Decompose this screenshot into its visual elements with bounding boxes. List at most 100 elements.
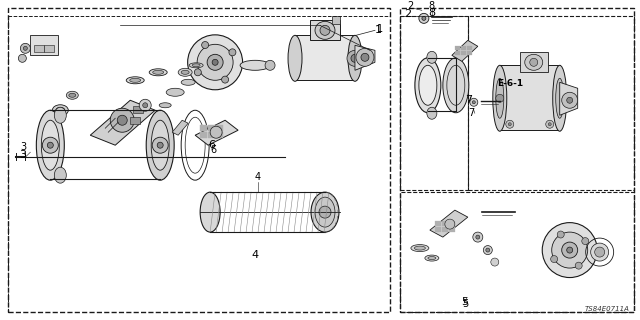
- Circle shape: [20, 43, 30, 53]
- Ellipse shape: [525, 54, 543, 70]
- Ellipse shape: [192, 64, 200, 67]
- Bar: [8, 8, 390, 312]
- Circle shape: [566, 97, 573, 103]
- Circle shape: [496, 94, 504, 102]
- Text: 6: 6: [210, 145, 216, 155]
- Ellipse shape: [428, 257, 436, 260]
- Ellipse shape: [288, 35, 302, 81]
- Ellipse shape: [553, 65, 566, 131]
- Text: 7: 7: [465, 95, 472, 105]
- Bar: [400, 192, 634, 312]
- Text: 3: 3: [19, 150, 26, 160]
- Ellipse shape: [126, 77, 144, 84]
- Ellipse shape: [130, 78, 141, 82]
- Bar: [400, 8, 634, 312]
- Circle shape: [486, 248, 490, 252]
- Polygon shape: [90, 100, 155, 145]
- Polygon shape: [310, 20, 340, 40]
- Ellipse shape: [311, 192, 339, 232]
- Circle shape: [195, 69, 202, 76]
- Bar: [44, 45, 54, 52]
- Text: 6: 6: [209, 140, 216, 150]
- Circle shape: [229, 49, 236, 56]
- Ellipse shape: [54, 107, 67, 123]
- Circle shape: [472, 101, 476, 104]
- Circle shape: [595, 247, 605, 257]
- Text: 2: 2: [407, 1, 413, 12]
- Polygon shape: [520, 52, 548, 72]
- Bar: [133, 106, 143, 113]
- Ellipse shape: [188, 35, 243, 90]
- Text: 5: 5: [461, 299, 468, 309]
- Circle shape: [361, 53, 369, 61]
- Polygon shape: [172, 120, 188, 135]
- Ellipse shape: [315, 21, 335, 39]
- Ellipse shape: [42, 120, 60, 170]
- Text: TS84E0711A: TS84E0711A: [585, 306, 630, 312]
- Bar: [400, 16, 468, 190]
- Bar: [442, 227, 448, 232]
- Bar: [449, 221, 455, 226]
- Bar: [467, 51, 472, 55]
- Circle shape: [207, 54, 223, 70]
- Bar: [468, 16, 634, 190]
- Bar: [455, 51, 460, 55]
- Polygon shape: [195, 120, 238, 145]
- Circle shape: [42, 137, 58, 153]
- Ellipse shape: [493, 65, 507, 131]
- Circle shape: [470, 98, 478, 106]
- Circle shape: [506, 120, 514, 128]
- Ellipse shape: [166, 88, 184, 96]
- Text: 1: 1: [377, 24, 383, 34]
- Circle shape: [582, 237, 589, 244]
- Polygon shape: [295, 35, 355, 80]
- Polygon shape: [560, 82, 578, 115]
- Bar: [130, 117, 140, 124]
- Polygon shape: [500, 65, 560, 130]
- Circle shape: [140, 99, 151, 111]
- Bar: [216, 132, 223, 138]
- Circle shape: [117, 115, 127, 125]
- Polygon shape: [452, 40, 478, 61]
- Ellipse shape: [197, 44, 233, 80]
- Text: 8: 8: [428, 8, 435, 18]
- Bar: [461, 46, 466, 50]
- Circle shape: [483, 245, 492, 255]
- Bar: [455, 46, 460, 50]
- Ellipse shape: [153, 70, 164, 74]
- Ellipse shape: [425, 255, 439, 261]
- Ellipse shape: [181, 70, 189, 74]
- Text: 4: 4: [252, 250, 259, 260]
- Circle shape: [548, 123, 551, 126]
- Bar: [200, 132, 207, 138]
- Ellipse shape: [348, 35, 362, 81]
- Ellipse shape: [189, 63, 203, 68]
- Ellipse shape: [159, 103, 171, 108]
- Ellipse shape: [496, 78, 504, 118]
- Ellipse shape: [415, 58, 441, 113]
- Bar: [461, 51, 466, 55]
- Circle shape: [19, 54, 26, 62]
- Ellipse shape: [52, 105, 68, 116]
- Circle shape: [47, 142, 53, 148]
- Circle shape: [221, 76, 228, 83]
- Ellipse shape: [427, 107, 437, 119]
- Circle shape: [202, 42, 209, 49]
- Circle shape: [508, 123, 511, 126]
- Bar: [35, 45, 44, 52]
- Circle shape: [473, 232, 483, 242]
- Circle shape: [212, 59, 218, 65]
- Text: 8: 8: [429, 1, 435, 12]
- Circle shape: [566, 247, 573, 253]
- Text: 4: 4: [255, 172, 261, 182]
- Text: 2: 2: [404, 9, 412, 20]
- Circle shape: [319, 206, 331, 218]
- Bar: [435, 221, 441, 226]
- Ellipse shape: [411, 244, 429, 252]
- Text: 7: 7: [468, 108, 474, 118]
- Ellipse shape: [240, 60, 270, 70]
- Ellipse shape: [427, 51, 437, 63]
- Ellipse shape: [149, 69, 167, 76]
- Ellipse shape: [54, 167, 67, 183]
- Circle shape: [157, 142, 163, 148]
